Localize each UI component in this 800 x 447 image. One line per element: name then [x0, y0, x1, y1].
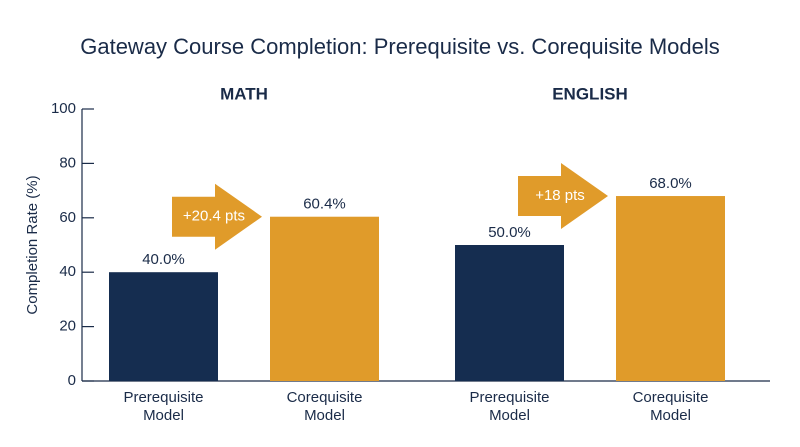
bar — [455, 245, 564, 381]
annotation: +20.4 pts — [183, 208, 245, 225]
x-tick-label: Prerequisite Model — [469, 389, 550, 424]
bar — [109, 272, 218, 381]
value-label: 68.0% — [649, 175, 692, 192]
y-tick-label: 80 — [59, 154, 76, 171]
chart-title: Gateway Course Completion: Prerequisite … — [80, 34, 720, 59]
x-tick-label: Corequisite Model — [632, 389, 709, 424]
bar — [616, 196, 725, 381]
y-axis-label: Completion Rate (%) — [24, 175, 41, 314]
x-tick-label: Prerequisite Model — [123, 389, 204, 424]
annotation: +18 pts — [535, 187, 585, 204]
value-label: 50.0% — [488, 224, 531, 241]
y-tick-label: 60 — [59, 209, 76, 226]
bar — [270, 216, 379, 381]
y-tick-label: 100 — [51, 100, 76, 117]
y-tick-label: 40 — [59, 263, 76, 280]
arrow — [172, 183, 262, 250]
group-label: ENGLISH — [552, 84, 628, 103]
x-tick-label: Corequisite Model — [286, 389, 363, 424]
y-tick-label: 20 — [59, 318, 76, 335]
arrow — [518, 163, 608, 230]
value-label: 40.0% — [142, 251, 185, 268]
group-label: MATH — [220, 84, 268, 103]
value-label: 60.4% — [303, 196, 346, 213]
y-tick-label: 0 — [68, 372, 76, 389]
